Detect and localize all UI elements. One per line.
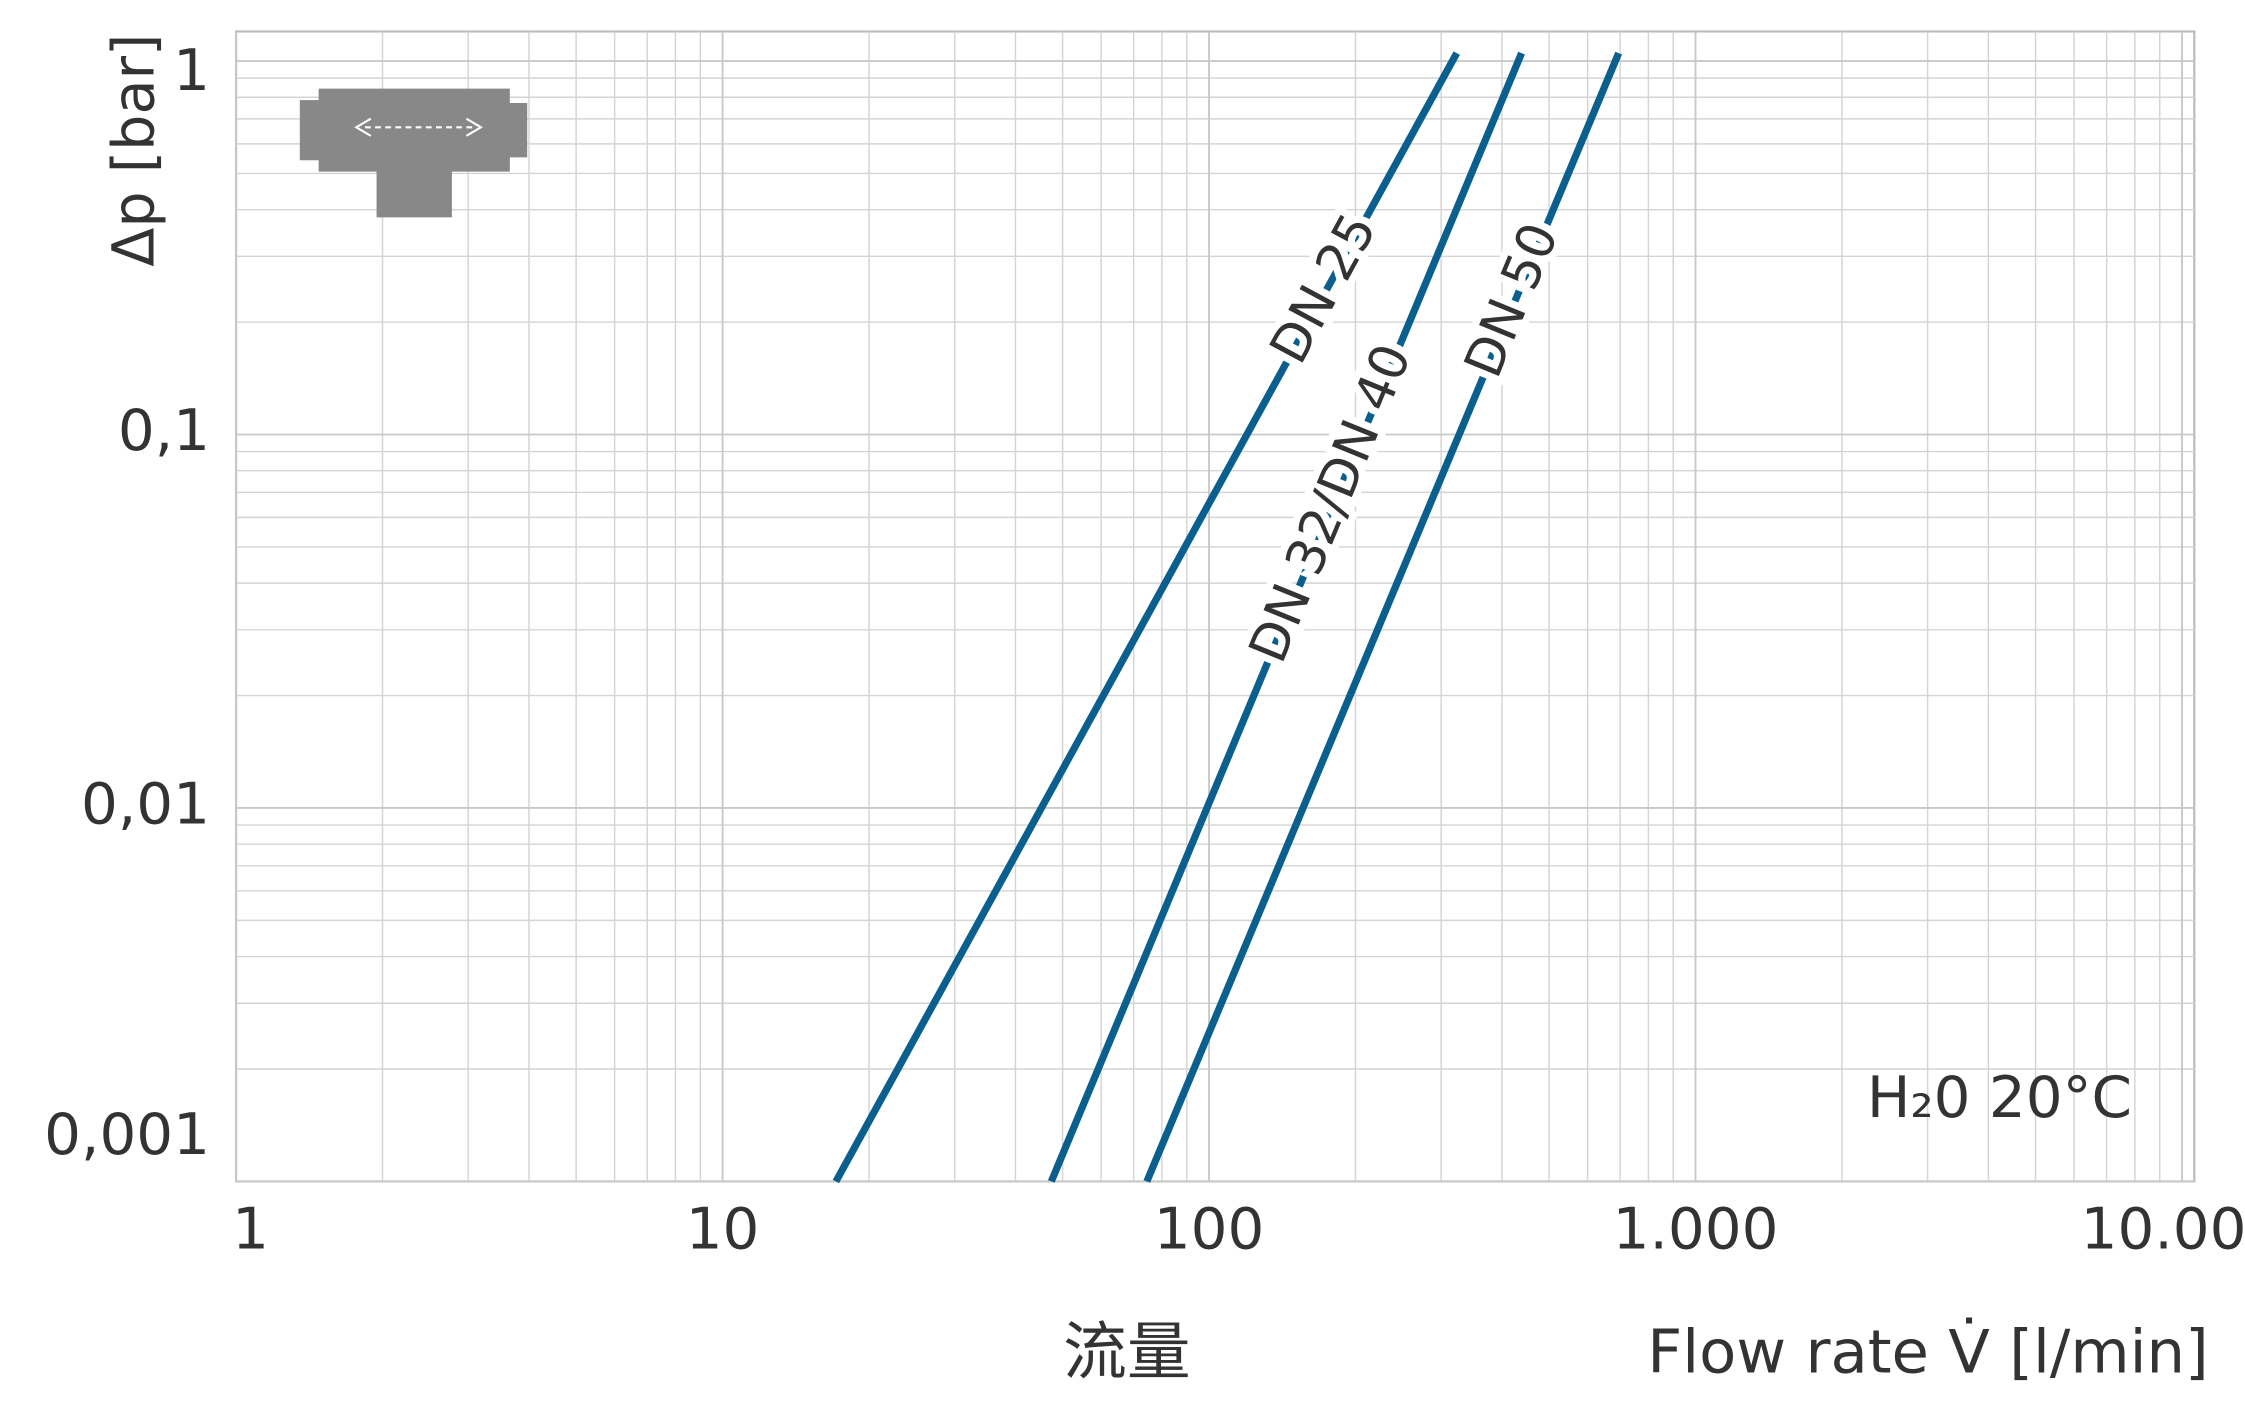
y-tick-label: 0,1 [118,397,210,464]
data-line [832,51,1460,1184]
annotation: H₂0 20°C [1867,1064,2132,1131]
x-tick-label: 1 [232,1196,269,1263]
x-tick-label: 10 [686,1196,760,1263]
y-tick-label: 0,001 [44,1101,210,1168]
x-tick-label: 1.000 [1613,1196,1779,1263]
x-axis-label: Flow rate V̇ [l/min] [1647,1317,2208,1388]
grid [235,31,2195,1183]
x-tick-label: 100 [1154,1196,1265,1263]
y-tick-label: 1 [173,37,210,104]
plot-area [235,30,2196,1183]
data-line [1047,51,1525,1183]
data-line [1143,51,1622,1183]
y-tick-label: 0,01 [81,771,210,838]
x-axis-label-zh: 流量 [1063,1315,1190,1389]
fitting-icon [299,88,528,218]
x-tick-label: 10.000 [2081,1196,2245,1263]
y-axis-label: Δp [bar] [100,34,167,267]
